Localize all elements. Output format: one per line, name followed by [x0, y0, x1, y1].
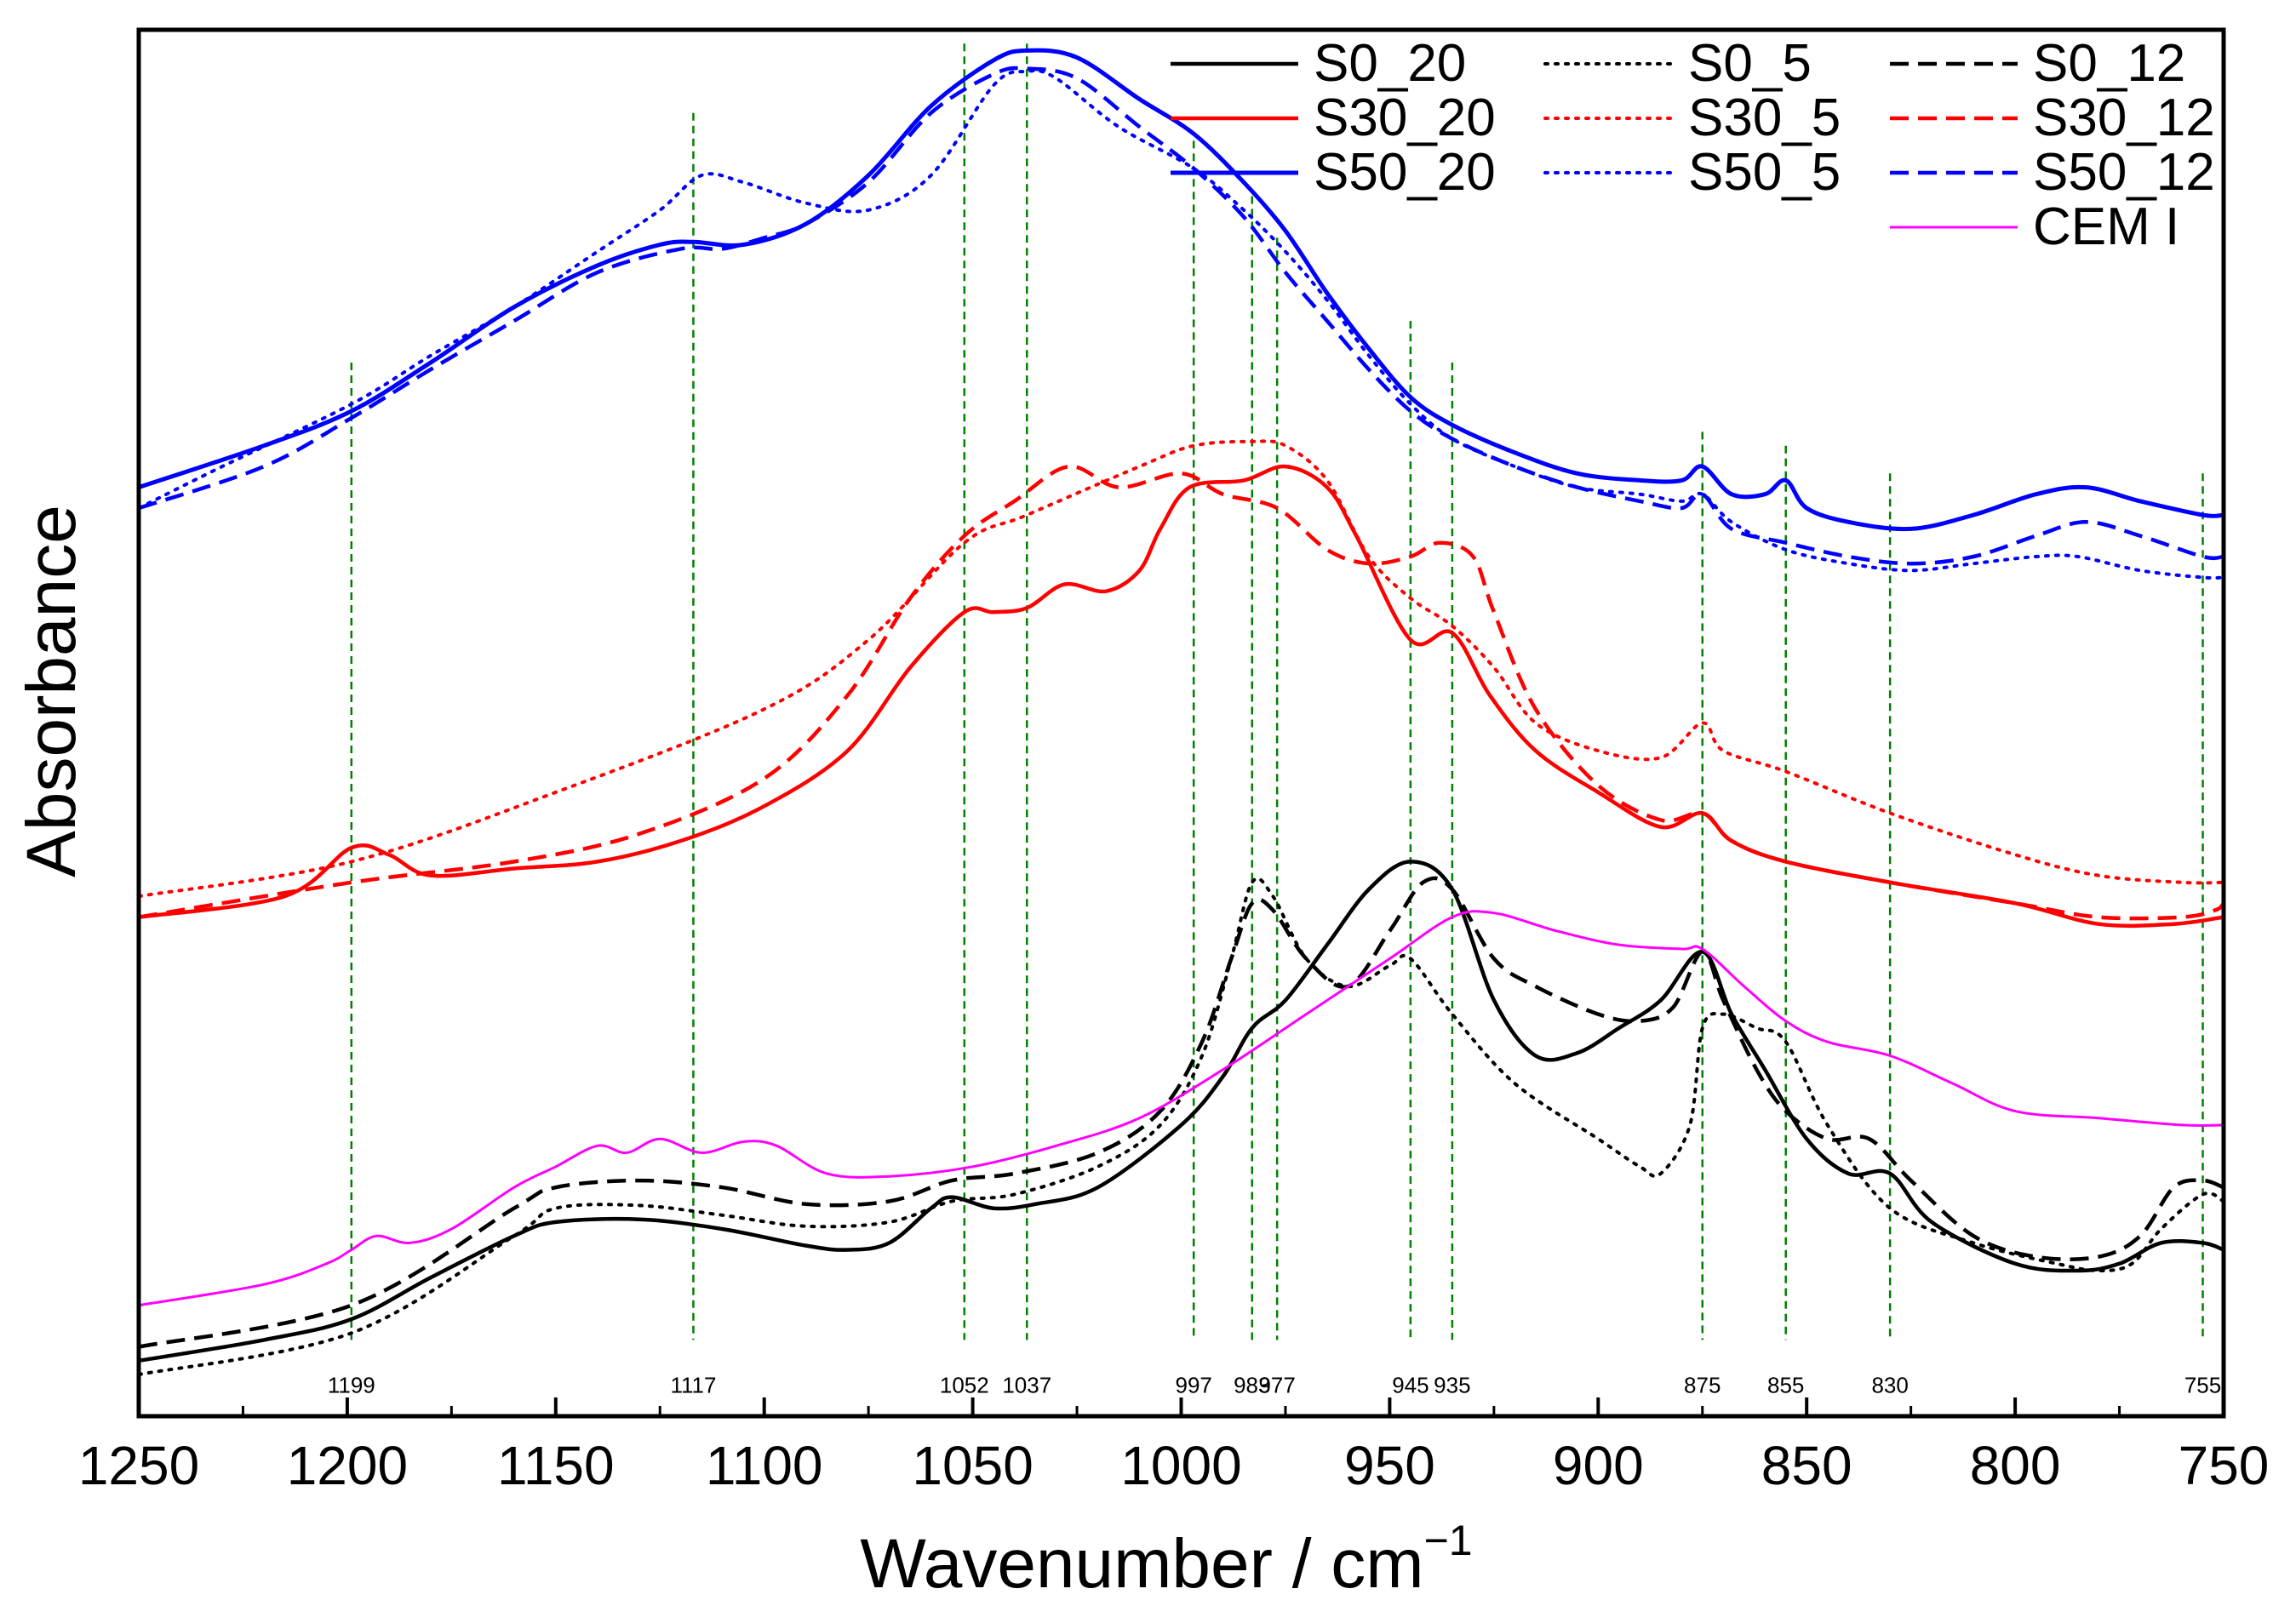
x-axis-label-superscript: −1: [1424, 1517, 1473, 1564]
peak-label-1037: 1037: [1002, 1372, 1051, 1397]
legend-label-s0-5: S0_5: [1688, 34, 1812, 93]
peak-label-945: 945: [1392, 1372, 1429, 1397]
series-s50-5: [137, 69, 2225, 580]
series-s30-5: [137, 439, 2225, 899]
spectra-series: [137, 48, 2225, 1377]
x-axis-label-text: Wavenumber / cm: [860, 1525, 1423, 1603]
peak-label-983: 983: [1234, 1372, 1270, 1397]
series-s0-12: [138, 876, 2224, 1349]
series-s30-12: [138, 464, 2225, 921]
legend-label-s0-20: S0_20: [1314, 34, 1466, 93]
x-tick-label-900: 900: [1553, 1435, 1644, 1496]
x-tick-label-1000: 1000: [1120, 1435, 1241, 1496]
x-tick-label-850: 850: [1761, 1435, 1852, 1496]
legend-label-s30-12: S30_12: [2033, 89, 2215, 147]
x-tick-label-1250: 1250: [78, 1435, 199, 1496]
peak-label-1052: 1052: [940, 1372, 989, 1397]
x-tick-label-1100: 1100: [706, 1435, 823, 1496]
series-s0-5: [137, 877, 2225, 1377]
series-s30-20: [138, 464, 2224, 929]
peak-label-1199: 1199: [328, 1372, 375, 1397]
legend-label-s50-20: S50_20: [1314, 143, 1496, 202]
peak-label-875: 875: [1684, 1372, 1721, 1397]
series-cem-i: [138, 910, 2224, 1307]
x-tick-label-1050: 1050: [912, 1435, 1033, 1496]
x-tick-label-1200: 1200: [287, 1435, 408, 1496]
legend-label-s30-5: S30_5: [1688, 89, 1841, 147]
peak-label-830: 830: [1871, 1372, 1908, 1397]
x-tick-label-1150: 1150: [497, 1435, 615, 1496]
legend-label-s0-12: S0_12: [2033, 34, 2185, 93]
x-axis-label: Wavenumber / cm−1: [860, 1517, 1472, 1603]
x-tick-label-750: 750: [2179, 1435, 2270, 1496]
legend-label-s30-20: S30_20: [1314, 89, 1496, 147]
peak-label-935: 935: [1434, 1372, 1470, 1397]
x-tick-label-950: 950: [1344, 1435, 1435, 1496]
legend-label-cem-i: CEM I: [2033, 197, 2179, 256]
y-axis-label: Absorbance: [13, 505, 90, 877]
peak-label-997: 997: [1175, 1372, 1211, 1397]
series-s50-20: [138, 48, 2224, 532]
series-s50-12: [138, 66, 2224, 566]
peak-label-1117: 1117: [670, 1372, 716, 1397]
peak-label-855: 855: [1767, 1372, 1804, 1397]
plot-frame: [136, 27, 2226, 1419]
peak-label-755: 755: [2184, 1372, 2221, 1397]
x-axis-ticks: 1250 1200 1150 1100 1050 1000 950 900 850 800 750: [78, 1397, 2270, 1496]
legend-label-s50-12: S50_12: [2033, 143, 2215, 202]
legend-label-s50-5: S50_5: [1688, 143, 1841, 202]
x-tick-label-800: 800: [1970, 1435, 2061, 1496]
series-s0-20: [138, 860, 2224, 1363]
peak-label-977: 977: [1258, 1372, 1295, 1397]
